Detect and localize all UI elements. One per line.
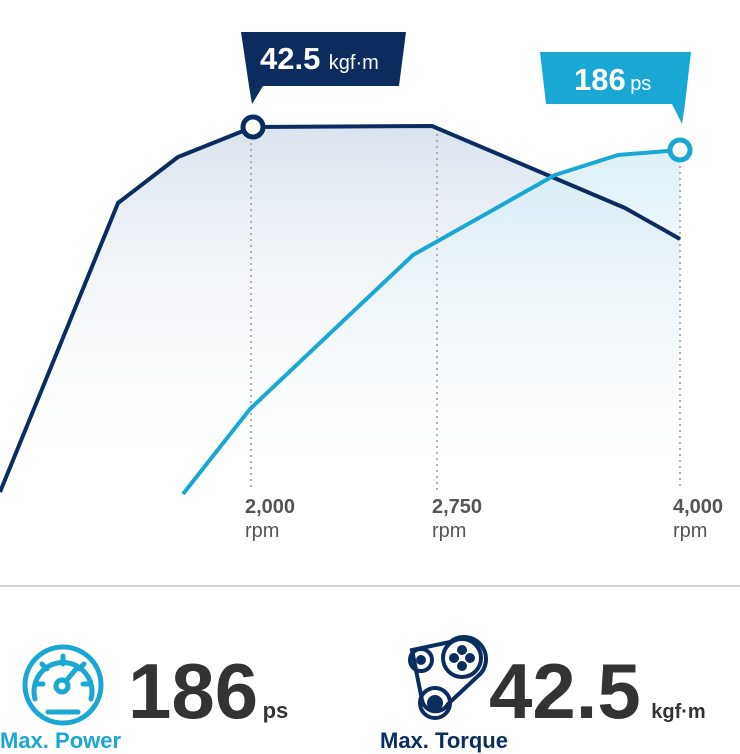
torque-spec: 42.5 kgf·m: [489, 647, 706, 735]
torque-callout-box: [241, 32, 406, 104]
spec-label: Max. Power: [0, 728, 121, 753]
callout-value: 186: [574, 62, 626, 97]
callout-unit: kgf·m: [329, 52, 379, 74]
power-icon: [22, 644, 104, 726]
torque-icon: [408, 634, 489, 720]
spec-unit: kgf·m: [651, 701, 705, 723]
guides: [250, 128, 681, 490]
spec-label: Max. Torque: [380, 728, 508, 753]
power-area: [183, 150, 680, 494]
torque-callout: 42.5 kgf·m: [260, 41, 379, 76]
power-curve: [181, 148, 681, 496]
rpm-value: 2,750: [432, 496, 482, 518]
spec-unit: ps: [263, 698, 289, 723]
torque-peak: [240, 114, 266, 140]
rpm-unit: rpm: [432, 520, 466, 542]
rpm-value: 4,000: [673, 496, 723, 518]
callout-unit: ps: [630, 73, 651, 95]
callout-value: 42.5: [260, 41, 320, 76]
spec-value: 186: [128, 647, 258, 735]
spec-value: 42.5: [489, 647, 641, 735]
rpm-unit: rpm: [673, 520, 707, 542]
power-peak: [667, 137, 693, 163]
rpm-value: 2,000: [245, 496, 295, 518]
power-spec: 186 ps: [128, 647, 288, 735]
power-callout: 186 ps: [574, 62, 651, 97]
rpm-unit: rpm: [245, 520, 279, 542]
power-callout-box: [540, 52, 691, 124]
